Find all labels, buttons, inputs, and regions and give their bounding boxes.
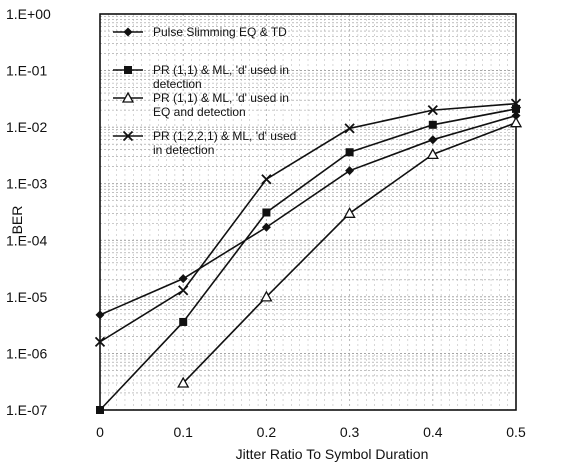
series-group xyxy=(94,98,523,414)
y-tick-labels: 1.E+00 1.E-01 1.E-02 1.E-03 1.E-04 1.E-05 1.E-… xyxy=(6,6,51,418)
data-point-square xyxy=(124,66,132,74)
data-point-x-stroke xyxy=(94,336,106,348)
data-point-x-stroke xyxy=(178,285,189,296)
data-point-square xyxy=(428,120,437,129)
y-tick-label: 1.E-04 xyxy=(6,232,47,248)
plot-frame xyxy=(99,13,517,411)
data-point-diamond xyxy=(123,27,133,37)
x-tick-label: 0 xyxy=(96,424,104,440)
y-axis-label: BER xyxy=(9,206,25,235)
data-point-x-stroke xyxy=(122,130,134,142)
x-tick-label: 0.4 xyxy=(423,424,443,440)
legend-label: PR (1,2,2,1) & ML, 'd' used xyxy=(153,129,296,143)
legend-label: Pulse Slimming EQ & TD xyxy=(153,25,287,39)
data-point-diamond xyxy=(345,166,355,176)
y-tick-label: 1.E-07 xyxy=(6,402,47,418)
data-point-triangle xyxy=(509,116,523,128)
series-1 xyxy=(95,111,521,320)
x-tick-label: 0.2 xyxy=(257,424,277,440)
series-4 xyxy=(94,98,522,348)
x-tick-label: 0.1 xyxy=(173,424,193,440)
data-point-square xyxy=(96,406,104,414)
data-point-x xyxy=(178,285,189,296)
data-point-x-stroke xyxy=(427,104,438,116)
data-point-square xyxy=(345,148,354,157)
y-tick-label: 1.E-02 xyxy=(6,119,47,135)
x-tick-label: 0.5 xyxy=(506,424,526,440)
series-line xyxy=(99,108,517,411)
data-point-triangle xyxy=(343,206,356,218)
data-point-x xyxy=(94,336,106,348)
data-point-x xyxy=(122,130,134,142)
data-point-diamond xyxy=(178,274,188,284)
data-point-diamond xyxy=(511,111,521,121)
series-3 xyxy=(177,116,523,388)
series-2 xyxy=(96,104,520,414)
data-point-x-stroke xyxy=(510,98,522,109)
legend-item: Pulse Slimming EQ & TD xyxy=(113,25,287,39)
data-point-x-stroke xyxy=(344,123,355,134)
data-point-x-stroke xyxy=(261,174,272,185)
x-tick-labels: 0 0.1 0.2 0.3 0.4 0.5 xyxy=(96,424,526,440)
legend-label: detection xyxy=(153,77,202,91)
data-point-diamond xyxy=(95,310,105,320)
data-point-x xyxy=(427,104,438,116)
data-point-square xyxy=(262,208,271,217)
data-point-diamond xyxy=(428,135,438,145)
y-tick-label: 1.E-05 xyxy=(6,289,47,305)
data-point-triangle xyxy=(260,290,273,302)
legend-label: EQ and detection xyxy=(153,105,246,119)
legend-label: PR (1,1) & ML, 'd' used in xyxy=(153,91,289,105)
data-point-diamond xyxy=(261,222,271,232)
data-point-x xyxy=(261,174,272,185)
grid xyxy=(100,14,516,410)
data-point-triangle xyxy=(426,148,439,160)
data-point-x xyxy=(344,123,355,134)
data-point-x xyxy=(510,98,522,109)
data-point-square xyxy=(512,104,520,113)
x-axis-label: Jitter Ratio To Symbol Duration xyxy=(236,446,429,462)
legend-label: PR (1,1) & ML, 'd' used in xyxy=(153,63,289,77)
legend-label: in detection xyxy=(153,143,214,157)
data-point-square xyxy=(179,317,188,326)
y-tick-label: 1.E-01 xyxy=(6,63,47,79)
y-tick-label: 1.E-03 xyxy=(6,176,47,192)
data-point-triangle xyxy=(177,376,190,388)
y-tick-label: 1.E+00 xyxy=(6,6,51,22)
legend: Pulse Slimming EQ & TD PR (1,1) & ML, 'd'… xyxy=(113,25,296,157)
x-tick-label: 0.3 xyxy=(340,424,360,440)
data-point-triangle xyxy=(121,91,135,103)
y-tick-label: 1.E-06 xyxy=(6,345,47,361)
series-line xyxy=(99,102,517,343)
series-line xyxy=(99,114,517,316)
